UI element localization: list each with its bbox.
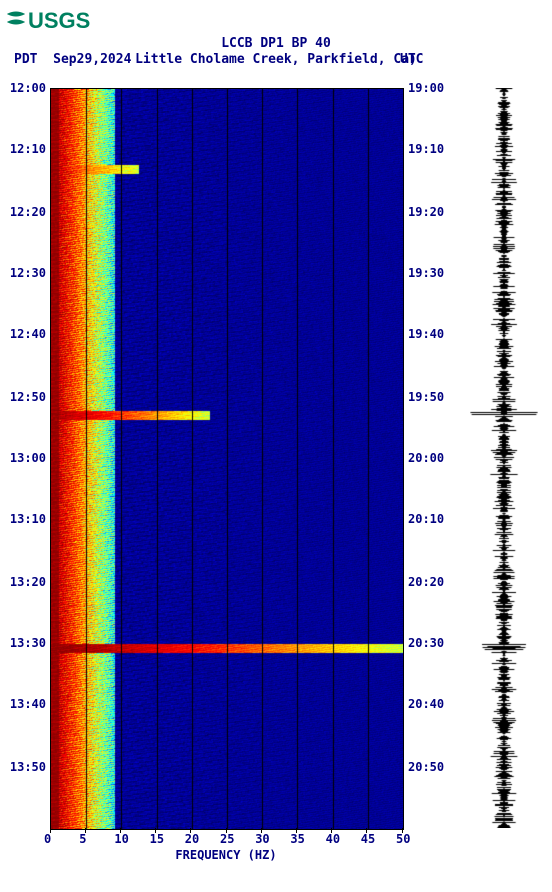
y-left-tick: 12:30 <box>10 266 46 280</box>
y-left-tick: 12:50 <box>10 390 46 404</box>
chart-subtitle: Little Cholame Creek, Parkfield, Ca) <box>0 52 552 67</box>
tz-right-label: UTC <box>400 52 423 67</box>
y-right-tick: 19:20 <box>408 205 444 219</box>
y-right-tick: 20:40 <box>408 697 444 711</box>
y-right-tick: 19:40 <box>408 327 444 341</box>
y-right-tick: 20:50 <box>408 760 444 774</box>
x-tick: 0 <box>44 832 51 846</box>
y-left-tick: 12:00 <box>10 81 46 95</box>
x-tick: 10 <box>114 832 128 846</box>
y-right-tick: 19:00 <box>408 81 444 95</box>
x-axis-label: FREQUENCY (HZ) <box>50 848 402 862</box>
y-right-tick: 20:30 <box>408 636 444 650</box>
y-left-tick: 13:40 <box>10 697 46 711</box>
y-left-tick: 13:50 <box>10 760 46 774</box>
chart-title: LCCB DP1 BP 40 <box>0 36 552 51</box>
y-left-tick: 13:20 <box>10 575 46 589</box>
y-left-tick: 12:20 <box>10 205 46 219</box>
y-right-tick: 19:50 <box>408 390 444 404</box>
waveform-trace <box>470 88 538 828</box>
x-tick: 20 <box>185 832 199 846</box>
y-left-tick: 12:10 <box>10 142 46 156</box>
x-tick: 45 <box>361 832 375 846</box>
usgs-logo: USGS <box>6 6 98 38</box>
x-tick: 5 <box>79 832 86 846</box>
spectrogram-plot <box>50 88 404 830</box>
y-left-tick: 12:40 <box>10 327 46 341</box>
y-right-tick: 19:30 <box>408 266 444 280</box>
x-tick: 30 <box>255 832 269 846</box>
x-tick: 35 <box>290 832 304 846</box>
svg-text:USGS: USGS <box>28 8 90 33</box>
y-left-tick: 13:10 <box>10 512 46 526</box>
y-right-tick: 20:00 <box>408 451 444 465</box>
x-tick: 15 <box>150 832 164 846</box>
y-left-tick: 13:00 <box>10 451 46 465</box>
y-right-tick: 20:10 <box>408 512 444 526</box>
x-tick: 40 <box>326 832 340 846</box>
x-tick: 25 <box>220 832 234 846</box>
x-tick: 50 <box>396 832 410 846</box>
y-right-tick: 20:20 <box>408 575 444 589</box>
y-left-tick: 13:30 <box>10 636 46 650</box>
y-right-tick: 19:10 <box>408 142 444 156</box>
